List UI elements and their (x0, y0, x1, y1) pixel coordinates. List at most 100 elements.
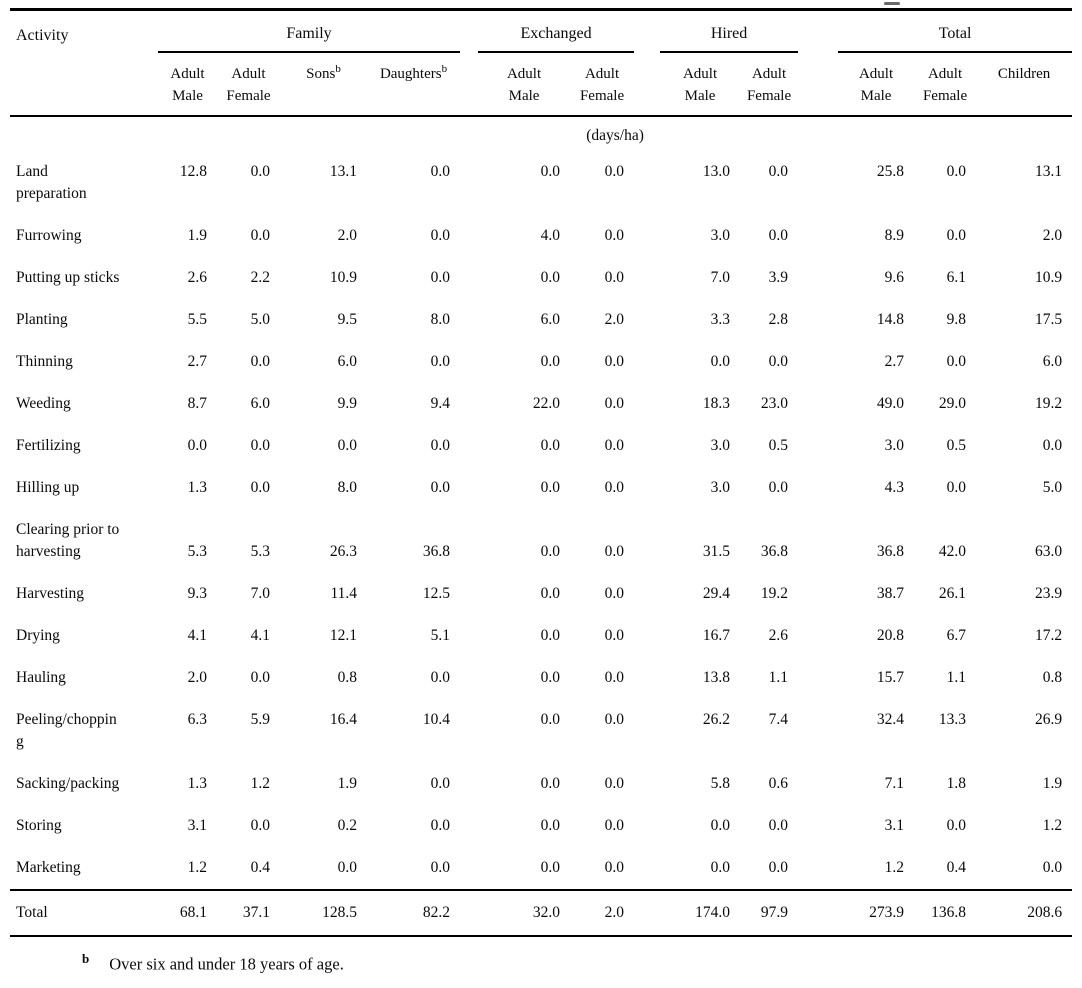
column-spacer (798, 383, 838, 425)
value-cell: 26.1 (938, 585, 967, 602)
value-cell: 3.1 (884, 817, 905, 834)
value-cell: 0.0 (337, 859, 357, 876)
column-spacer (798, 889, 839, 937)
value-cell: 0.0 (604, 269, 625, 286)
column-spacer (634, 425, 660, 467)
value-cell: 0.0 (604, 627, 625, 644)
column-spacer (634, 257, 660, 299)
value-cell: 23.0 (760, 395, 789, 412)
value-cell: 6.0 (1042, 353, 1063, 370)
sub-header-label: Adult Female (226, 66, 271, 104)
column-spacer (634, 889, 661, 937)
table-row: Sacking/packing 1.3 1.2 1.9 0.0 0.0 0.0 5.8 0.6 7… (10, 763, 1072, 805)
value-cell: 0.0 (604, 353, 625, 370)
column-spacer (798, 341, 838, 383)
value-cell: 0.0 (604, 585, 625, 602)
value-cell: 6.0 (540, 311, 561, 328)
footnote-marker: b (335, 63, 341, 75)
table-row: Putting up sticks 2.6 2.2 10.9 0.0 0.0 0.0 7.0 3… (10, 257, 1072, 299)
value-cell: 8.0 (337, 479, 357, 496)
value-cell: 5.1 (430, 627, 451, 644)
value-cell: 36.8 (760, 543, 789, 560)
value-cell: 6.0 (337, 353, 357, 370)
value-cell: 17.5 (1034, 311, 1063, 328)
value-cell: 0.0 (250, 353, 270, 370)
value-cell: 9.4 (430, 395, 451, 412)
value-cell: 15.7 (876, 669, 905, 686)
value-cell: 13.1 (329, 163, 357, 180)
table-header: Activity Family Exchanged Hired Total Adult M… (10, 9, 1073, 117)
value-cell: 68.1 (158, 889, 217, 937)
column-spacer (634, 509, 660, 573)
value-cell: 23.9 (1034, 585, 1063, 602)
value-cell: 0.0 (604, 543, 625, 560)
column-spacer (460, 9, 479, 117)
value-cell: 3.9 (768, 269, 789, 286)
value-cell: 0.0 (430, 437, 451, 454)
table-row: Marketing 1.2 0.4 0.0 0.0 0.0 0.0 0.0 0.0 1.2 0.4 0… (10, 847, 1072, 890)
value-cell: 0.0 (604, 775, 625, 792)
value-cell: 3.3 (710, 311, 731, 328)
value-cell: 7.1 (884, 775, 905, 792)
value-cell: 3.0 (710, 437, 731, 454)
value-cell: 5.0 (250, 311, 270, 328)
value-cell: 14.8 (876, 311, 905, 328)
table-row: Hauling 2.0 0.0 0.8 0.0 0.0 0.0 13.8 1.1 15.7 1.1 0… (10, 657, 1072, 699)
value-cell: 0.0 (250, 227, 270, 244)
unit-label: (days/ha) (586, 127, 644, 144)
value-cell: 0.0 (430, 269, 451, 286)
activity-cell: Total (10, 889, 158, 937)
value-cell: 1.2 (250, 775, 270, 792)
value-cell: 10.4 (422, 711, 451, 728)
value-cell: 0.0 (540, 711, 561, 728)
value-cell: 0.0 (1042, 859, 1063, 876)
value-cell: 29.4 (702, 585, 731, 602)
value-cell: 5.5 (187, 311, 207, 328)
activity-cell: Fertilizing (16, 437, 81, 454)
value-cell: 36.8 (876, 543, 905, 560)
value-cell: 1.1 (946, 669, 967, 686)
value-cell: 12.1 (329, 627, 357, 644)
column-spacer (798, 467, 838, 509)
sub-header-label: Adult Female (579, 66, 625, 104)
value-cell: 0.0 (540, 479, 561, 496)
value-cell: 0.5 (946, 437, 967, 454)
value-cell: 7.0 (710, 269, 731, 286)
value-cell: 0.0 (250, 479, 270, 496)
labor-table: Activity Family Exchanged Hired Total Adult M… (10, 8, 1073, 937)
value-cell: 0.0 (430, 669, 451, 686)
value-cell: 6.7 (946, 627, 967, 644)
value-cell: 0.0 (946, 479, 967, 496)
value-cell: 9.5 (337, 311, 357, 328)
column-spacer (460, 257, 478, 299)
activity-cell: Harvesting (16, 585, 85, 602)
value-cell: 136.8 (914, 889, 977, 937)
sub-header: Adult Female (740, 52, 799, 117)
table-row: Fertilizing 0.0 0.0 0.0 0.0 0.0 0.0 3.0 0.5 3.0 0.… (10, 425, 1072, 467)
table-row: Hilling up 1.3 0.0 8.0 0.0 0.0 0.0 3.0 0.0 4.3 0.0… (10, 467, 1072, 509)
value-cell: 0.0 (946, 817, 967, 834)
footnote-text: Over six and under 18 years of age. (109, 954, 344, 974)
value-cell: 0.4 (250, 859, 270, 876)
column-spacer (798, 9, 839, 117)
value-cell: 1.3 (187, 775, 207, 792)
value-cell: 29.0 (938, 395, 967, 412)
value-cell: 2.0 (604, 311, 625, 328)
value-cell: 26.2 (702, 711, 731, 728)
value-cell: 0.0 (768, 227, 789, 244)
column-spacer (634, 467, 660, 509)
value-cell: 0.4 (946, 859, 967, 876)
value-cell: 0.0 (250, 437, 270, 454)
value-cell: 8.0 (430, 311, 451, 328)
activity-cell: Thinning (16, 353, 73, 370)
value-cell: 0.0 (540, 817, 561, 834)
sub-header: Adult Female (217, 52, 280, 117)
footnote-marker: b (441, 63, 448, 75)
value-cell: 0.0 (768, 163, 789, 180)
value-cell: 0.6 (768, 775, 789, 792)
value-cell: 0.0 (768, 479, 789, 496)
activity-cell: Weeding (16, 395, 71, 412)
column-spacer (798, 215, 838, 257)
column-spacer (798, 615, 838, 657)
value-cell: 26.3 (329, 543, 357, 560)
